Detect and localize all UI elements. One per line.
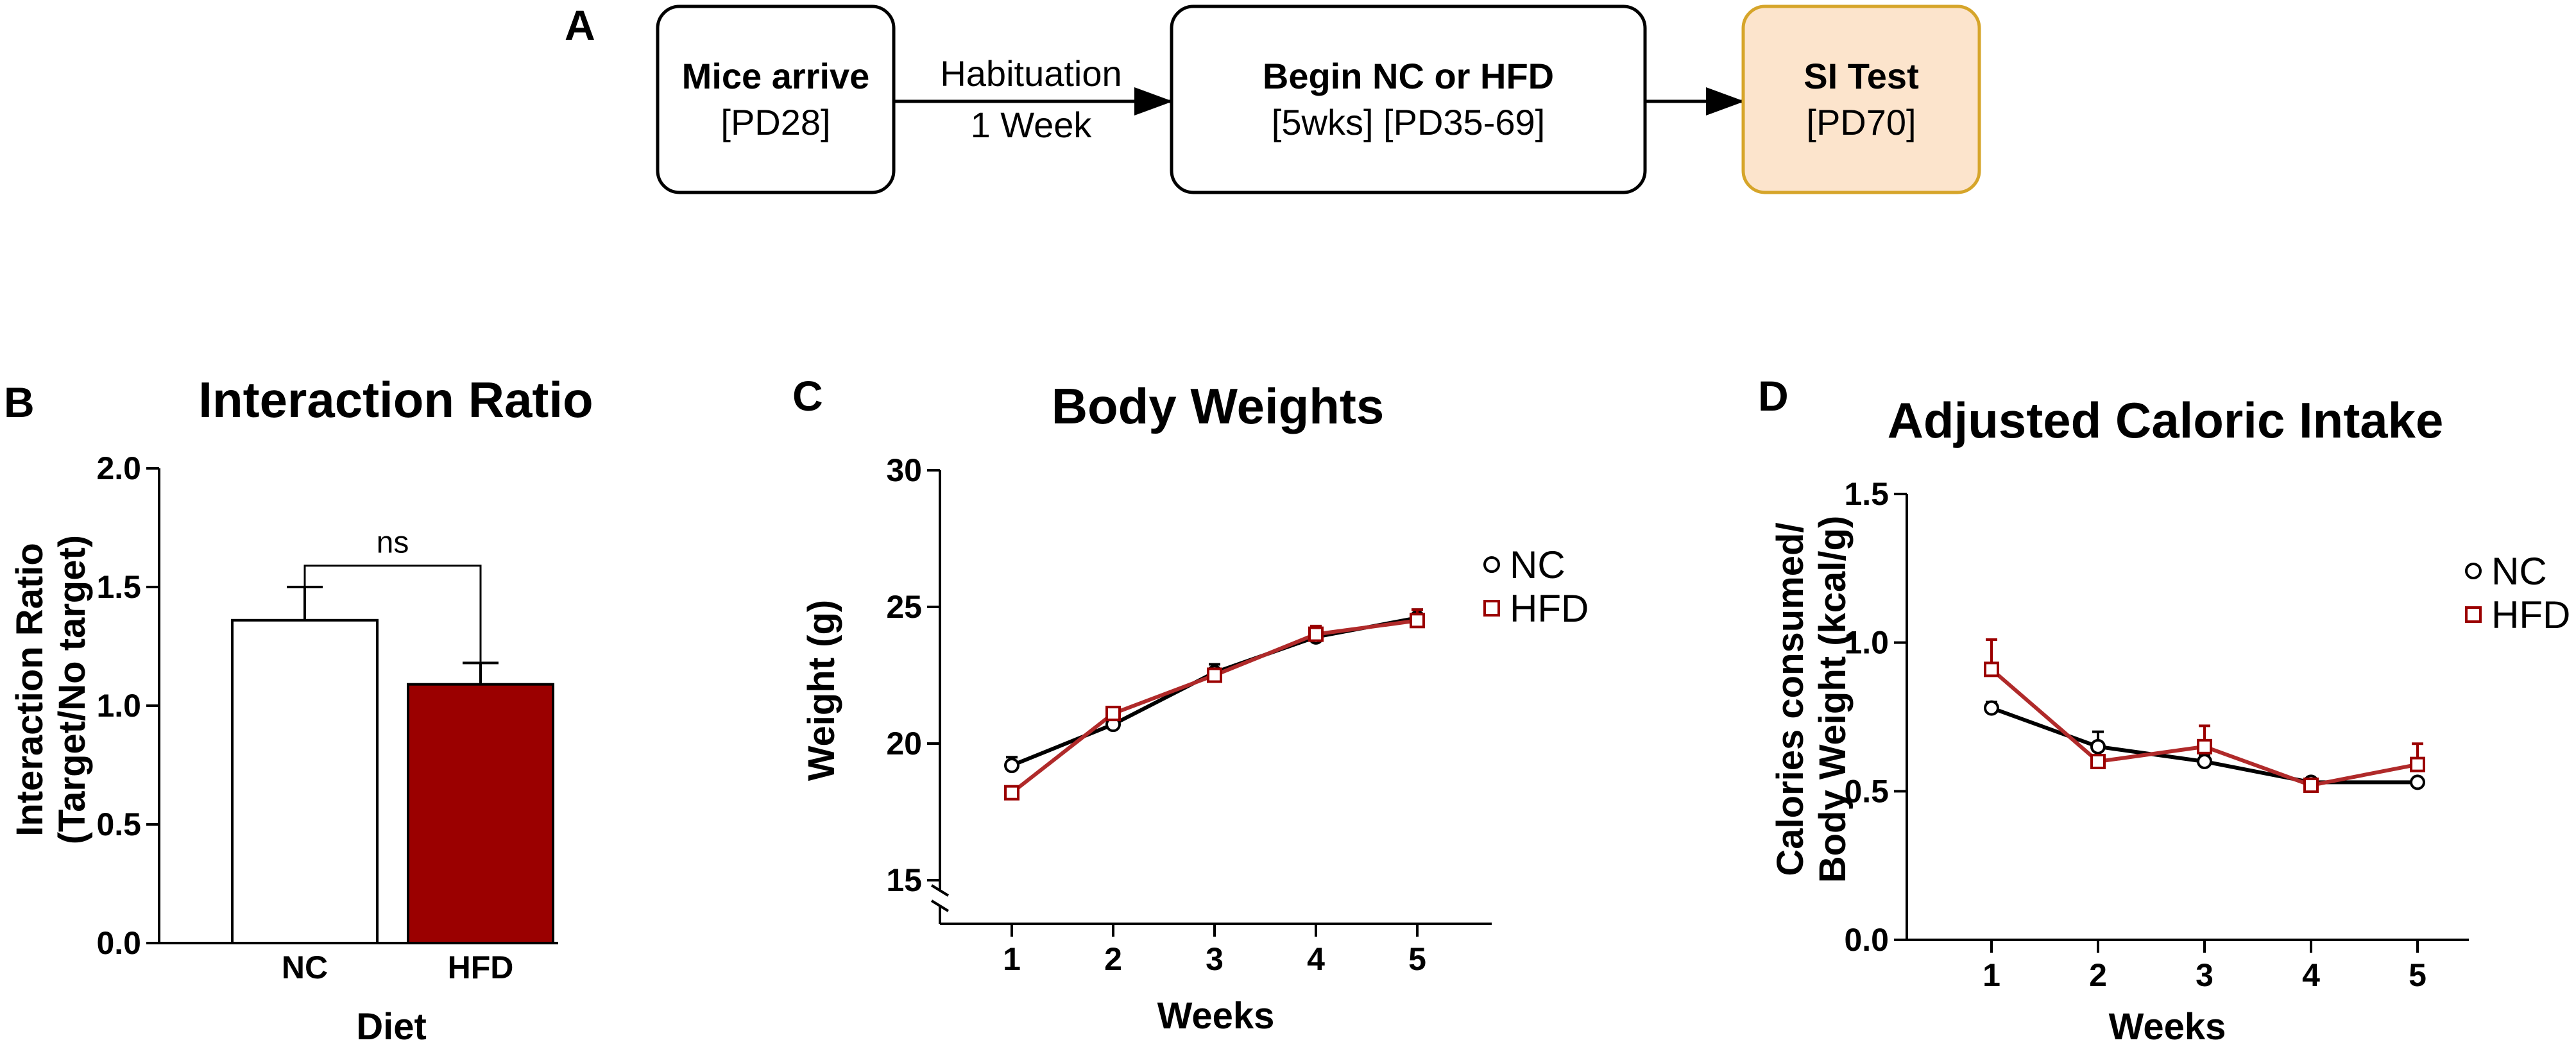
chart-d-xtick-label: 3 [2196, 957, 2213, 993]
chart-c-ytick-label: 15 [886, 862, 922, 898]
chart-b-title: Interaction Ratio [198, 371, 593, 428]
chart-c-point-hfd [1308, 626, 1324, 642]
chart-c-xtick-label: 2 [1104, 941, 1122, 977]
panel-c: C Body Weights Weight (g) Weeks 15202530… [792, 372, 1589, 1037]
chart-c-title: Body Weights [1052, 378, 1385, 434]
step-box-si-test [1741, 4, 1981, 194]
chart-b-xtick-label: HFD [448, 949, 514, 985]
chart-b-significance-bracket [303, 565, 482, 662]
chart-d-point-hfd [2090, 754, 2106, 769]
chart-d-point-nc [2197, 754, 2212, 769]
chart-d-ylabel-line2: Body Weight (kcal/g) [1812, 516, 1854, 883]
chart-d-legend-marker-hfd [2465, 606, 2482, 623]
panel-b-letter: B [4, 379, 35, 426]
chart-c-point-nc [1004, 758, 1019, 774]
step-si-detail: [PD70] [1806, 102, 1916, 142]
chart-c-ytick-label: 25 [886, 589, 922, 625]
chart-c-axis-break [930, 884, 950, 912]
panel-a: A Mice arrive [PD28] Habituation 1 Week … [565, 1, 1981, 194]
chart-c-point-hfd [1207, 667, 1222, 683]
chart-c-xtick-label: 4 [1307, 941, 1325, 977]
chart-c-ytick-label: 30 [886, 452, 922, 488]
chart-d-xtick-label: 4 [2302, 957, 2320, 993]
chart-d-point-hfd [2410, 756, 2425, 772]
step-diet-title: Begin NC or HFD [1263, 56, 1554, 96]
chart-d-point-hfd [2197, 738, 2212, 754]
chart-d-ylabel-line1: Calories consumed/ [1770, 522, 1811, 876]
chart-d-legend-label-hfd: HFD [2491, 593, 2570, 636]
chart-d-ytick-label: 0.5 [1844, 773, 1889, 809]
chart-c-legend-marker-nc [1483, 556, 1500, 573]
step-box-diet [1170, 4, 1647, 194]
step-arrive-detail: [PD28] [721, 102, 830, 142]
chart-b-significance-label: ns [377, 526, 409, 560]
chart-d-xtick-label: 5 [2409, 957, 2427, 993]
chart-c-legend-marker-hfd [1483, 600, 1500, 617]
step-si-title: SI Test [1804, 56, 1918, 96]
chart-c-legend-label-hfd: HFD [1510, 587, 1589, 630]
chart-b-ylabel-line2: (Target/No target) [51, 535, 93, 844]
chart-b-ytick-label: 1.5 [96, 569, 141, 605]
chart-c-xtick-label: 5 [1408, 941, 1426, 977]
chart-c-legend-label-nc: NC [1510, 543, 1565, 586]
chart-b-ylabel-line1: Interaction Ratio [9, 543, 51, 837]
chart-d-title: Adjusted Caloric Intake [1888, 392, 2444, 448]
chart-b-ytick-label: 0.5 [96, 806, 141, 842]
panel-d: D Adjusted Caloric Intake Calories consu… [1758, 372, 2570, 1047]
chart-d-xtick-label: 2 [2089, 957, 2107, 993]
chart-c-xtick-label: 1 [1003, 941, 1021, 977]
chart-c-point-hfd [1004, 785, 1019, 801]
chart-c-point-hfd [1105, 706, 1121, 722]
chart-c-xtick-label: 3 [1206, 941, 1224, 977]
chart-d-ytick-label: 1.5 [1844, 476, 1889, 512]
step-arrive-title: Mice arrive [682, 56, 870, 96]
step-box-arrive [656, 4, 896, 194]
arrow-label-week: 1 Week [971, 105, 1093, 145]
chart-d-xtick-label: 1 [1983, 957, 2000, 993]
panel-c-letter: C [792, 372, 823, 420]
panel-b: B Interaction Ratio Interaction Ratio (T… [4, 371, 593, 1047]
chart-c-xlabel: Weeks [1157, 995, 1275, 1037]
chart-b-ytick-label: 2.0 [96, 450, 141, 486]
panel-d-letter: D [1758, 372, 1789, 420]
chart-d-point-nc [2090, 738, 2106, 754]
chart-c-ytick-label: 20 [886, 726, 922, 762]
chart-c-point-hfd [1410, 613, 1425, 629]
chart-d-point-hfd [1984, 661, 1999, 677]
chart-b-xtick-label: NC [282, 949, 328, 985]
chart-b-bar-nc [231, 618, 379, 944]
chart-b-ytick-label: 0.0 [96, 925, 141, 961]
chart-b-ytick-label: 1.0 [96, 688, 141, 724]
chart-c-ylabel: Weight (g) [801, 600, 842, 781]
chart-d-xlabel: Weeks [2109, 1006, 2226, 1047]
step-diet-detail: [5wks] [PD35-69] [1272, 102, 1545, 142]
arrow-label-habituation: Habituation [940, 53, 1122, 94]
chart-d-legend-marker-nc [2465, 563, 2482, 579]
chart-d-point-nc [2410, 774, 2425, 790]
chart-c-line-hfd [1011, 618, 1418, 795]
chart-d-ytick-label: 1.0 [1844, 625, 1889, 661]
chart-d-legend-label-nc: NC [2491, 550, 2547, 593]
chart-b-bar-hfd [407, 683, 554, 944]
chart-d-ytick-label: 0.0 [1844, 922, 1889, 958]
panel-a-letter: A [565, 1, 595, 49]
chart-d-point-hfd [2303, 778, 2319, 794]
chart-b-xlabel: Diet [356, 1006, 427, 1047]
chart-d-point-nc [1984, 700, 1999, 716]
